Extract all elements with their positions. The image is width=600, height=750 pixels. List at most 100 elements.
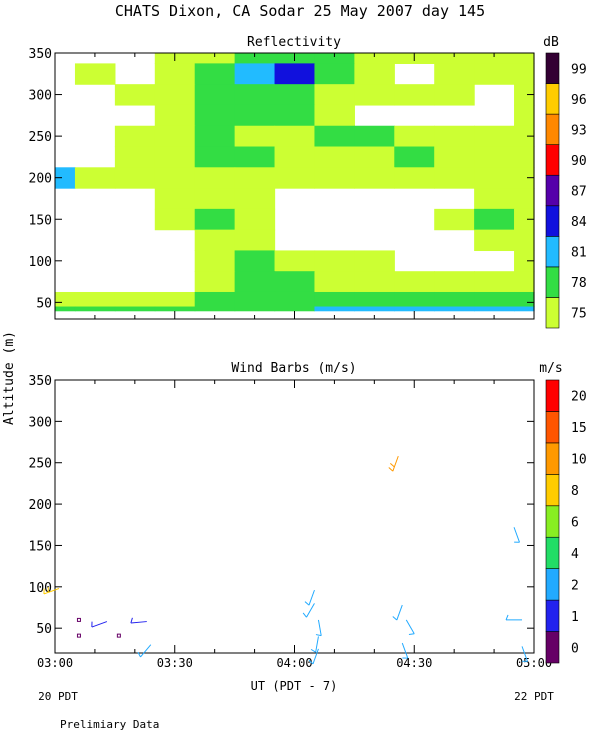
reflectivity-cell (514, 167, 535, 189)
reflectivity-cell (234, 188, 276, 210)
y-tick-label: 200 (29, 498, 52, 513)
reflectivity-cell (234, 306, 276, 312)
reflectivity-title: Reflectivity (247, 35, 341, 50)
reflectivity-cell (474, 53, 515, 64)
reflectivity-cell (234, 291, 276, 308)
reflectivity-cell (114, 125, 156, 148)
reflectivity-cell (154, 167, 196, 189)
reflectivity-cell (274, 306, 316, 312)
reflectivity-cell (154, 306, 196, 312)
reflectivity-cell (274, 167, 316, 189)
wind-barb (43, 587, 60, 595)
reflectivity-unit: dB (543, 35, 559, 50)
reflectivity-cell (354, 306, 395, 312)
reflectivity-cell (194, 63, 236, 85)
x-tick-label: 04:00 (276, 656, 312, 670)
reflectivity-cell (154, 208, 196, 231)
wind-barb (505, 614, 523, 621)
reflectivity-cell (154, 104, 196, 127)
colorbar-swatch (545, 568, 560, 601)
reflectivity-cell (234, 84, 276, 106)
reflectivity-cell (394, 271, 435, 293)
reflectivity-cell (234, 125, 276, 148)
reflectivity-field (55, 53, 535, 312)
colorbar-label: 81 (571, 246, 587, 261)
reflectivity-cell (514, 84, 535, 106)
colorbar-swatch (545, 379, 560, 412)
colorbar-swatch (545, 52, 560, 84)
colorbar-swatch (545, 205, 560, 237)
reflectivity-cell (274, 146, 316, 168)
reflectivity-cell (114, 84, 156, 106)
y-tick-label: 50 (36, 296, 52, 311)
reflectivity-cell (314, 167, 355, 189)
reflectivity-cell (274, 84, 316, 106)
x-tick-label: 05:00 (516, 656, 552, 670)
reflectivity-cell (314, 291, 355, 308)
reflectivity-cell (354, 84, 395, 106)
colorbar-swatch (545, 174, 560, 207)
x-tick-label: 04:30 (396, 656, 432, 670)
reflectivity-colorbar: 75 78 81 84 87 90 93 96 99 (545, 52, 587, 329)
wind-barb (392, 604, 403, 621)
colorbar-label: 75 (571, 307, 587, 322)
wind-barb (401, 642, 409, 659)
colorbar-label: 84 (571, 215, 587, 230)
colorbar-swatch (545, 83, 560, 115)
reflectivity-cell (314, 104, 355, 127)
reflectivity-cell (434, 271, 475, 293)
reflectivity-cell (514, 291, 535, 308)
colorbar-label: 93 (571, 123, 587, 138)
reflectivity-cell (474, 306, 515, 312)
reflectivity-cell (194, 146, 236, 168)
reflectivity-cell (314, 53, 355, 64)
reflectivity-cell (114, 306, 156, 312)
reflectivity-cell (394, 167, 435, 189)
reflectivity-cell (314, 63, 355, 85)
reflectivity-cell (434, 208, 475, 231)
colorbar-label: 96 (571, 93, 587, 108)
wind-plot-frame (54, 379, 535, 654)
reflectivity-cell (154, 63, 196, 85)
reflectivity-cell (394, 125, 435, 148)
wind-colorbar: 0 1 2 4 6 8 10 15 20 (545, 379, 587, 664)
colorbar-swatch (545, 442, 560, 475)
reflectivity-cell (274, 250, 316, 272)
reflectivity-cell (354, 271, 395, 293)
reflectivity-cell (314, 146, 355, 168)
wind-barb (521, 646, 528, 662)
reflectivity-cell (474, 63, 515, 85)
x-axis-label: UT (PDT - 7) (251, 679, 338, 693)
y-tick-label: 350 (29, 374, 52, 389)
colorbar-label: 4 (571, 547, 579, 562)
y-tick-label: 250 (29, 130, 52, 145)
wind-barb (513, 527, 520, 543)
reflectivity-cell (434, 53, 475, 64)
colorbar-label: 6 (571, 516, 579, 531)
reflectivity-cell (314, 250, 355, 272)
reflectivity-cell (514, 271, 535, 293)
reflectivity-cell (474, 229, 515, 252)
x-tick-label: 03:30 (157, 656, 193, 670)
wind-panel: Wind Barbs (m/s) m/s 5010015020025030035… (29, 361, 587, 670)
reflectivity-cell (394, 291, 435, 308)
reflectivity-cell (514, 250, 535, 272)
reflectivity-cell (314, 306, 355, 312)
reflectivity-cell (74, 291, 116, 308)
reflectivity-cell (474, 125, 515, 148)
y-tick-label: 100 (29, 255, 52, 270)
reflectivity-cell (514, 104, 535, 127)
colorbar-label: 10 (571, 453, 587, 468)
colorbar-label: 1 (571, 610, 579, 625)
reflectivity-cell (434, 167, 475, 189)
reflectivity-cell (55, 291, 76, 308)
reflectivity-cell (74, 63, 116, 85)
calm-marker (116, 633, 121, 638)
wind-barb (302, 603, 315, 618)
reflectivity-cell (154, 146, 196, 168)
reflectivity-cell (354, 63, 395, 85)
reflectivity-cell (194, 84, 236, 106)
figure-title: CHATS Dixon, CA Sodar 25 May 2007 day 14… (115, 2, 485, 20)
colorbar-swatch (545, 599, 560, 632)
